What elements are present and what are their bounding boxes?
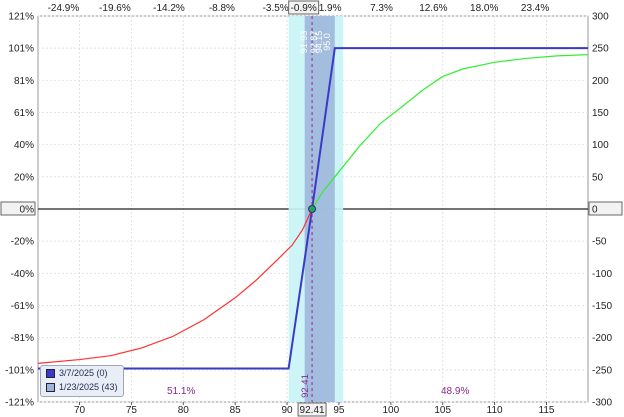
zero-value-axis-box — [588, 201, 623, 216]
left-axis-label: 61% — [14, 108, 34, 119]
right-axis-label: 50 — [592, 172, 604, 183]
right-axis-label: -200 — [592, 333, 612, 344]
right-axis-label: 100 — [592, 140, 609, 151]
right-axis-label: 200 — [592, 76, 609, 87]
x-tick-label: 80 — [178, 405, 190, 416]
current-price-axis-box — [297, 402, 327, 417]
top-pct-tick-label: -19.6% — [99, 3, 131, 14]
left-axis-label: -61% — [11, 301, 34, 312]
right-axis-label: 150 — [592, 108, 609, 119]
top-pct-tick-label: 18.0% — [470, 3, 498, 14]
legend-swatch-icon — [46, 382, 55, 392]
current-price-axis-label: 92.41 — [300, 405, 325, 416]
series-line-current-profit — [311, 54, 589, 210]
right-axis-label: 0 — [592, 205, 598, 216]
top-pct-tick-label: 1.9% — [319, 3, 342, 14]
x-tick-label: 75 — [126, 405, 138, 416]
breakeven-marker[interactable] — [308, 205, 317, 213]
series-line-current-loss — [37, 208, 313, 364]
top-pct-tick-label: -3.5% — [263, 3, 289, 14]
band-label: 94.15 — [314, 31, 324, 54]
top-pct-tick-label: 23.4% — [521, 3, 549, 14]
right-axis-label: 250 — [592, 44, 609, 55]
top-pct-tick-label: 12.6% — [419, 3, 447, 14]
legend: 3/7/2025 (0) 1/23/2025 (43) — [40, 365, 124, 397]
top-pct-tick-label: -24.9% — [48, 3, 80, 14]
right-axis-label: -250 — [592, 365, 612, 376]
left-axis-label: -40% — [11, 269, 34, 280]
left-axis-label: -121% — [5, 398, 34, 409]
zero-pct-axis-box — [0, 201, 36, 216]
x-tick-label: 100 — [382, 405, 399, 416]
top-pct-tick-label: 7.3% — [370, 3, 393, 14]
band-label: 95.0 — [322, 33, 332, 51]
x-tick-label: 115 — [539, 405, 555, 416]
left-axis-label: -81% — [11, 333, 34, 344]
right-axis-label: -150 — [592, 301, 612, 312]
left-axis-label: 40% — [14, 140, 34, 151]
left-axis-label: 20% — [14, 172, 34, 183]
band-label: 91.93 — [299, 31, 309, 54]
current-pct-axis-box — [288, 0, 320, 15]
right-axis-label: -50 — [592, 237, 607, 248]
x-tick-label: 95 — [333, 405, 345, 416]
left-axis-label: 81% — [14, 76, 34, 87]
band-label: 92.87 — [309, 31, 319, 54]
x-tick-label: 105 — [434, 405, 451, 416]
top-pct-tick-label: -0.9% — [291, 3, 317, 14]
left-axis-label: 121% — [8, 12, 34, 23]
x-tick-label: 90 — [281, 405, 293, 416]
top-pct-tick-label: -14.2% — [153, 3, 185, 14]
top-pct-tick-label: -8.8% — [209, 3, 235, 14]
legend-label: 1/23/2025 (43) — [59, 382, 118, 392]
x-tick-label: 70 — [74, 405, 86, 416]
x-tick-label: 110 — [487, 405, 503, 416]
probability-label: 51.1% — [167, 386, 195, 397]
right-axis-label: 300 — [592, 12, 609, 23]
right-axis-label: -300 — [592, 398, 612, 409]
left-axis-label: 0% — [20, 205, 35, 216]
left-axis-label: -20% — [11, 237, 34, 248]
left-axis-label: 101% — [8, 44, 34, 55]
x-tick-label: 85 — [230, 405, 242, 416]
left-axis-label: -101% — [5, 365, 34, 376]
current-price-vertical-label: 92.41 — [300, 374, 311, 398]
legend-swatch-icon — [46, 368, 55, 378]
legend-item[interactable]: 1/23/2025 (43) — [41, 380, 123, 394]
legend-item[interactable]: 3/7/2025 (0) — [41, 366, 123, 380]
probability-label: 48.9% — [441, 386, 469, 397]
right-axis-label: -100 — [592, 269, 612, 280]
legend-label: 3/7/2025 (0) — [59, 368, 108, 378]
